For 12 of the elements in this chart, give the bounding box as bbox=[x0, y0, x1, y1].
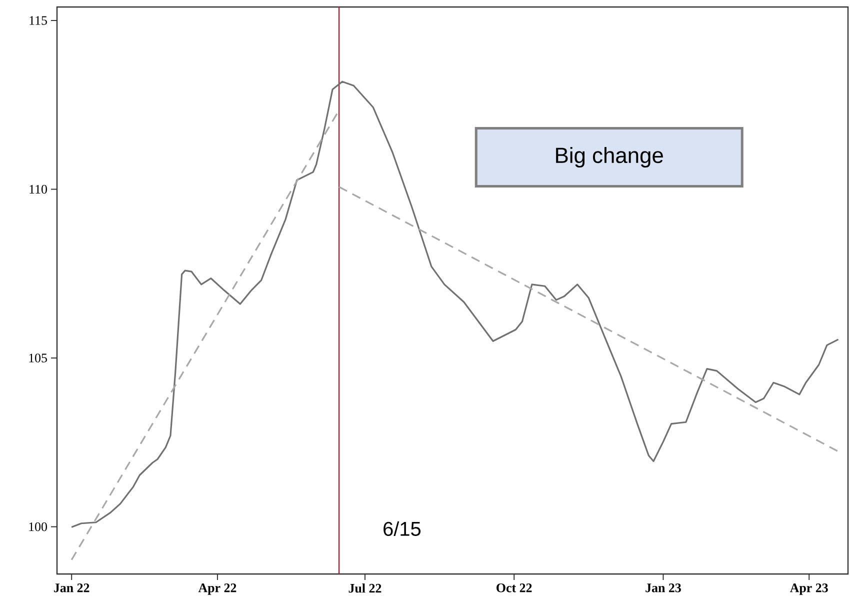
y-tick-label: 100 bbox=[29, 522, 47, 532]
y-tick-label: 115 bbox=[30, 16, 47, 25]
y-tick-label: 110 bbox=[30, 184, 47, 194]
x-tick-label: Apr 22 bbox=[198, 584, 236, 595]
x-tick-label: Jan 23 bbox=[646, 584, 681, 592]
x-tick-label: Apr 23 bbox=[790, 584, 828, 595]
x-tick-label: Oct 22 bbox=[496, 584, 532, 592]
annotation: Big change bbox=[556, 147, 663, 168]
ref-line-label: 6/15 bbox=[384, 521, 421, 536]
x-tick-label: Jul 22 bbox=[348, 584, 382, 593]
x-tick-label: Jan 22 bbox=[54, 584, 90, 592]
y-tick-label: 105 bbox=[29, 354, 47, 362]
